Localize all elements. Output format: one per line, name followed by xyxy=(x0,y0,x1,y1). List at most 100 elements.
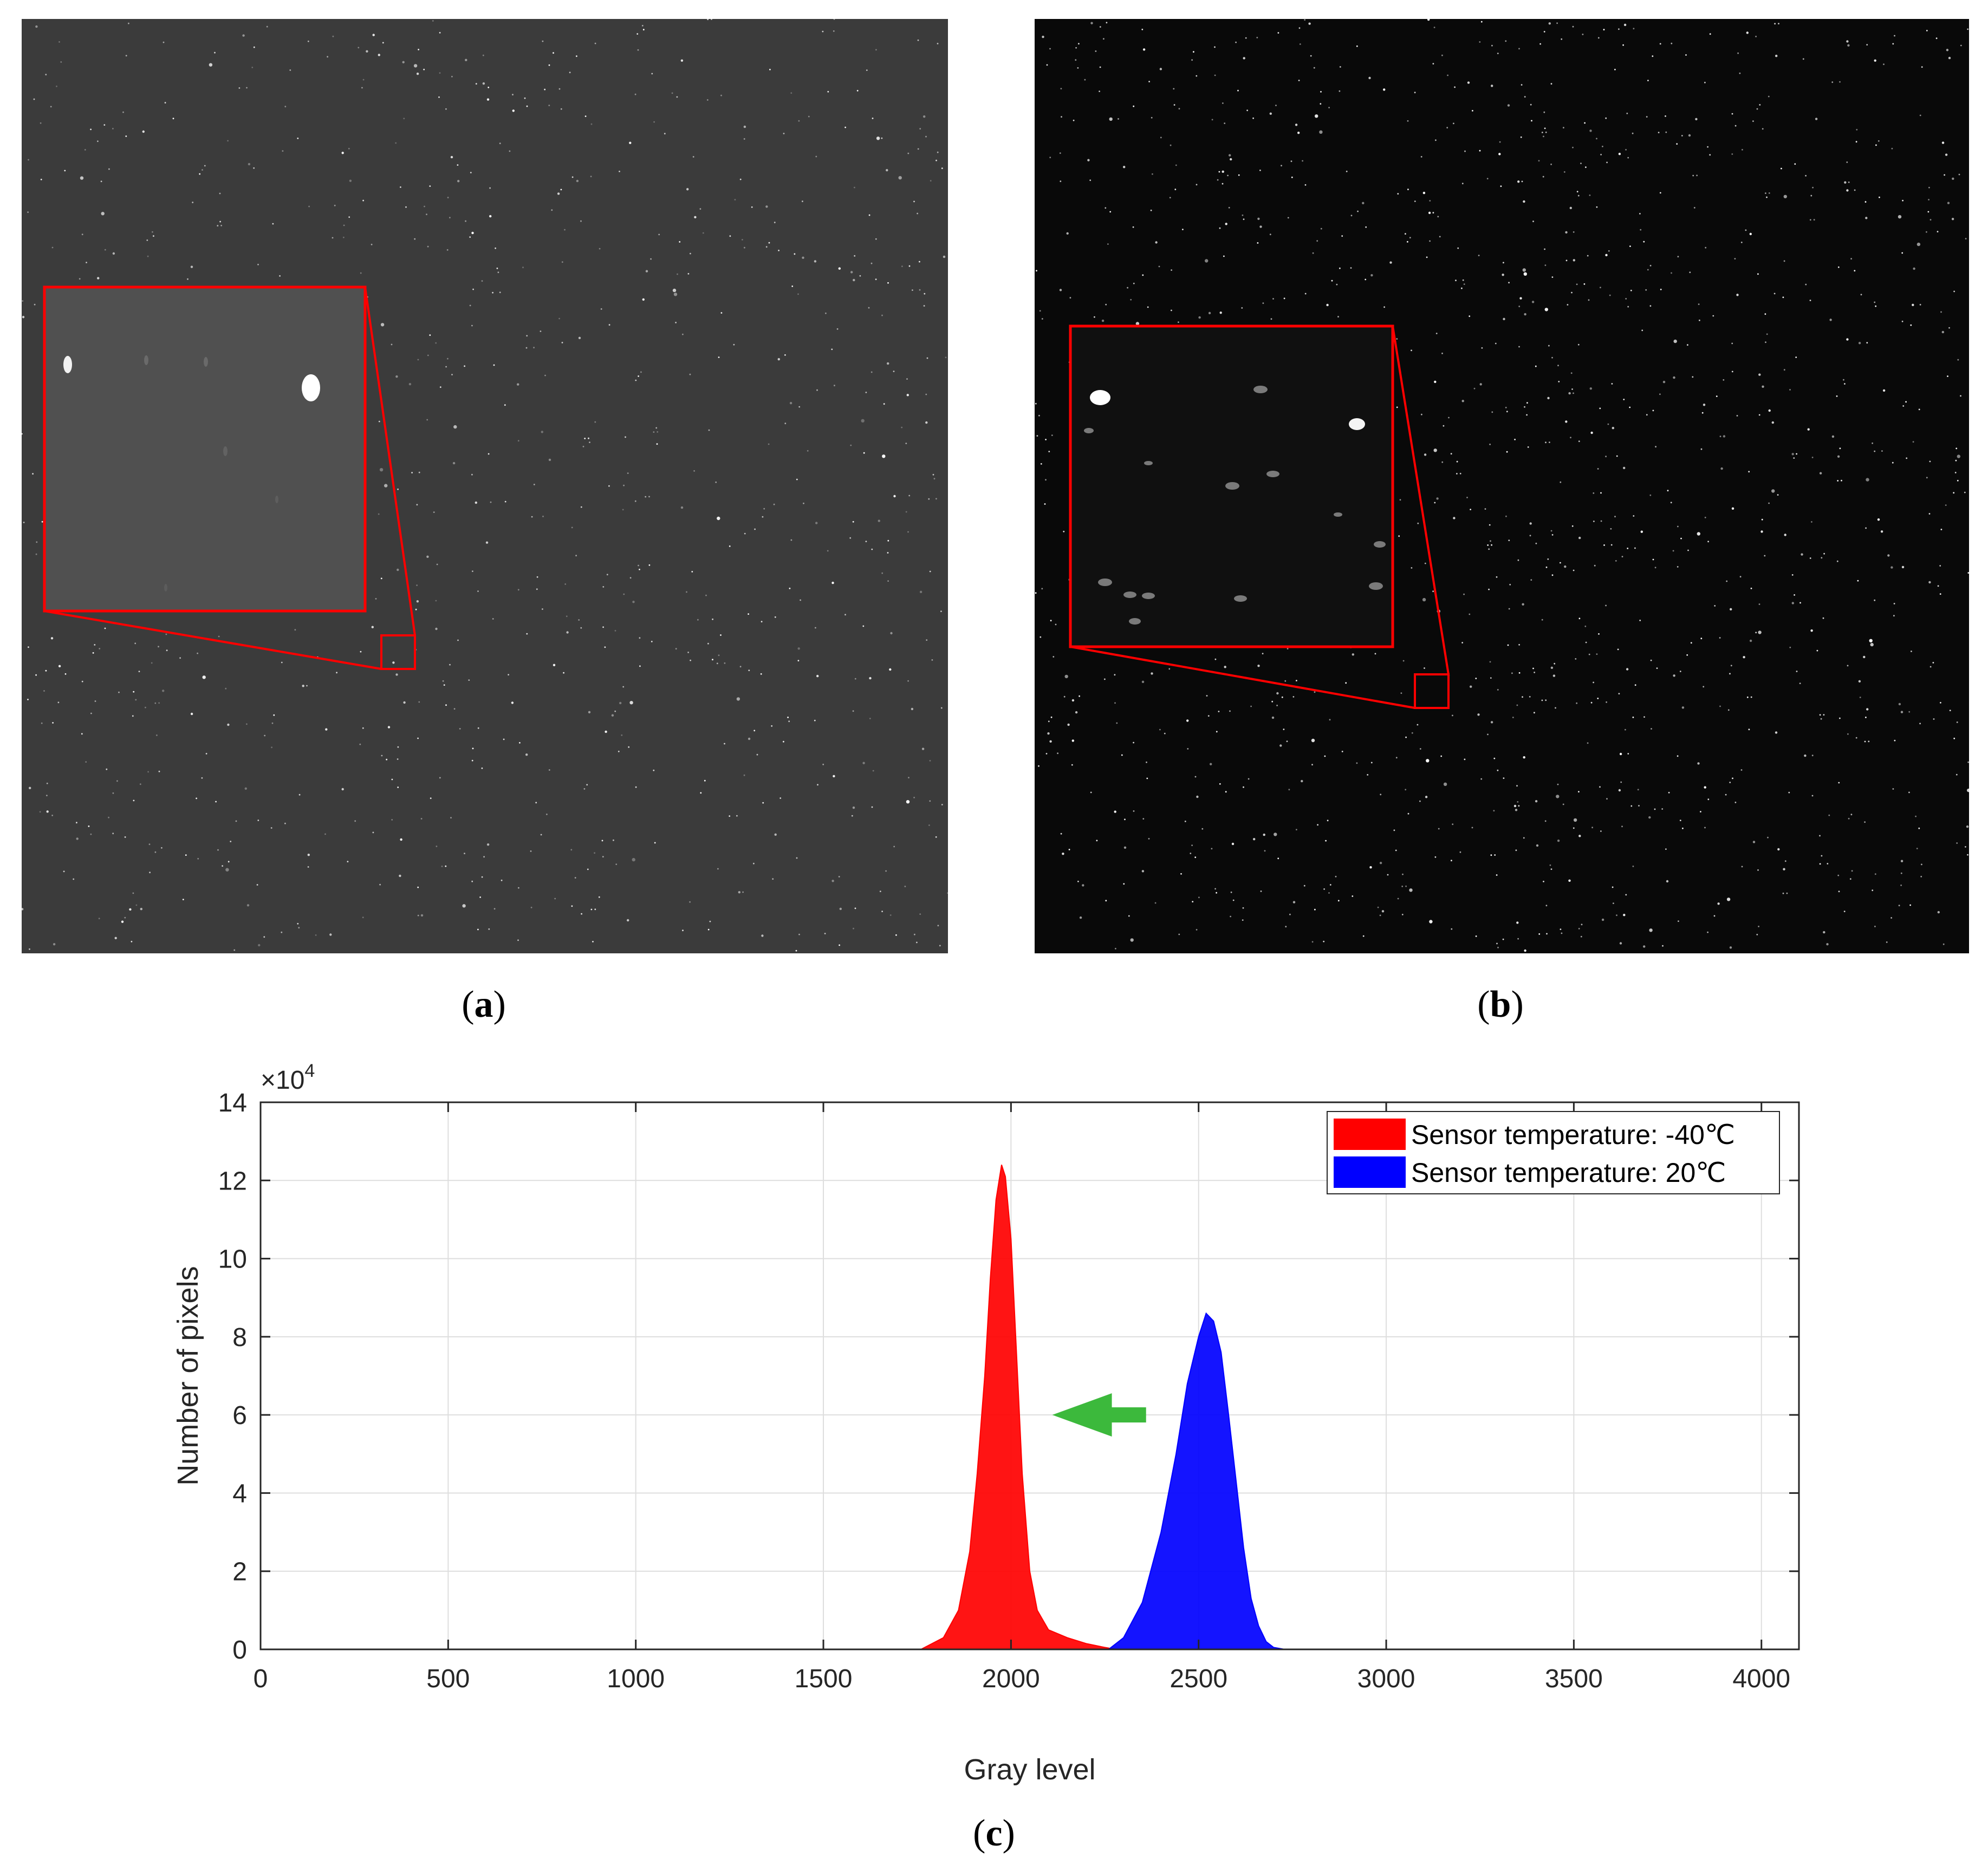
star xyxy=(1214,658,1217,660)
star xyxy=(1328,107,1330,109)
star xyxy=(1594,564,1596,567)
star xyxy=(281,931,283,933)
star xyxy=(1791,453,1794,456)
star xyxy=(1723,435,1726,438)
star xyxy=(1277,32,1279,34)
star xyxy=(233,949,236,951)
star xyxy=(599,248,601,250)
star xyxy=(1290,160,1292,162)
star xyxy=(1880,530,1883,533)
star xyxy=(729,545,731,547)
star xyxy=(905,511,907,513)
star xyxy=(1677,755,1679,757)
star xyxy=(451,76,453,77)
star xyxy=(1767,836,1769,838)
star xyxy=(1505,515,1507,517)
star xyxy=(1588,299,1590,301)
star xyxy=(1551,574,1554,576)
star xyxy=(1720,467,1723,470)
star xyxy=(613,839,614,841)
star xyxy=(414,238,416,240)
star xyxy=(1379,862,1382,864)
star xyxy=(1929,460,1931,463)
star xyxy=(1230,915,1231,918)
star xyxy=(1629,406,1631,408)
star xyxy=(64,170,66,172)
star xyxy=(1490,677,1492,679)
star xyxy=(46,810,49,813)
star xyxy=(733,343,735,346)
star xyxy=(332,237,334,239)
star xyxy=(904,886,906,887)
star xyxy=(1339,267,1341,269)
star xyxy=(844,614,846,616)
star xyxy=(1894,739,1896,742)
bright-star-a1 xyxy=(63,356,72,373)
star xyxy=(1561,38,1563,40)
star xyxy=(824,933,826,934)
star xyxy=(1561,932,1563,934)
star xyxy=(1464,758,1466,760)
star xyxy=(1546,933,1548,935)
star xyxy=(1517,801,1519,803)
star xyxy=(1771,489,1775,493)
star xyxy=(784,354,786,356)
star xyxy=(729,815,731,817)
star xyxy=(1894,35,1895,37)
star xyxy=(748,613,749,615)
star xyxy=(1614,69,1616,70)
star xyxy=(1799,602,1801,604)
star xyxy=(1940,701,1941,704)
star xyxy=(919,590,922,594)
star xyxy=(457,639,459,641)
star xyxy=(40,179,42,180)
star xyxy=(601,840,603,842)
star xyxy=(1630,289,1632,291)
star xyxy=(1151,116,1153,119)
star xyxy=(1729,946,1732,949)
star xyxy=(1916,242,1921,246)
star xyxy=(853,278,855,282)
star xyxy=(1768,502,1770,504)
star xyxy=(689,901,691,903)
star xyxy=(63,870,65,873)
star xyxy=(1929,219,1932,221)
star xyxy=(1480,21,1483,23)
star xyxy=(1231,842,1235,846)
star xyxy=(1912,441,1914,443)
star xyxy=(1304,19,1306,21)
star xyxy=(1960,44,1962,47)
star xyxy=(1649,494,1652,496)
star xyxy=(230,841,232,842)
star xyxy=(238,87,241,89)
star xyxy=(708,429,710,431)
star xyxy=(297,922,299,925)
star xyxy=(1773,292,1776,295)
star xyxy=(1652,558,1654,561)
star xyxy=(743,125,746,128)
star xyxy=(1844,383,1846,385)
star xyxy=(854,186,855,188)
star xyxy=(1600,520,1602,522)
star xyxy=(1786,892,1788,894)
star xyxy=(1544,820,1547,822)
star xyxy=(1208,311,1211,315)
star xyxy=(92,652,94,654)
star xyxy=(140,908,142,911)
star xyxy=(802,200,803,203)
star xyxy=(702,232,704,234)
star xyxy=(1846,40,1849,43)
star xyxy=(1679,820,1681,821)
star xyxy=(1461,400,1464,402)
star xyxy=(790,539,792,541)
star xyxy=(1538,160,1540,162)
star xyxy=(253,167,255,169)
star xyxy=(1463,283,1465,285)
star xyxy=(1623,466,1626,470)
star xyxy=(86,262,87,263)
star xyxy=(199,173,201,175)
star xyxy=(634,500,636,502)
star xyxy=(697,619,699,621)
star xyxy=(1945,153,1948,156)
star xyxy=(1387,874,1389,876)
